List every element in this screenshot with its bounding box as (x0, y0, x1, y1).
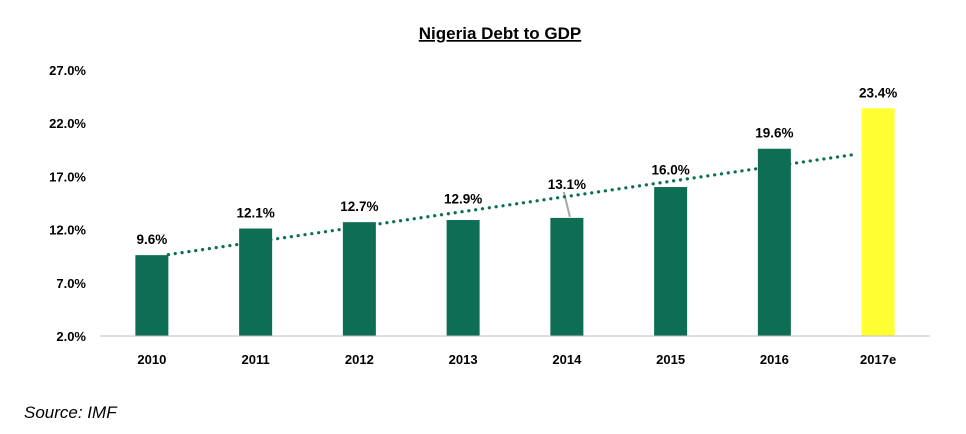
y-tick-label: 2.0% (56, 329, 86, 344)
y-tick-label: 22.0% (49, 116, 86, 131)
x-tick-label: 2011 (242, 352, 270, 367)
bar-2015 (654, 187, 688, 336)
x-tick-label: 2015 (656, 352, 685, 367)
data-label: 16.0% (651, 162, 689, 177)
data-label: 12.9% (444, 191, 482, 206)
x-axis-ticks: 2010 2011 2012 2013 2014 2015 2016 2017e (137, 352, 896, 367)
bars (135, 108, 895, 336)
y-tick-label: 7.0% (56, 276, 86, 291)
y-tick-label: 27.0% (49, 63, 86, 78)
data-label: 23.4% (859, 85, 897, 100)
x-tick-label: 2010 (137, 352, 166, 367)
source-note: Source: IMF (24, 403, 118, 422)
x-tick-label: 2017e (860, 352, 896, 367)
x-tick-label: 2016 (760, 352, 789, 367)
y-axis-ticks: 2.0% 7.0% 12.0% 17.0% 22.0% 27.0% (49, 63, 86, 344)
data-label: 9.6% (136, 232, 167, 247)
data-labels: 9.6% 12.1% 12.7% 12.9% 13.1% 16.0% 19.6% 23.4% (136, 85, 897, 247)
bar-2012 (342, 222, 376, 336)
trendline-line (166, 152, 860, 257)
chart-title: Nigeria Debt to GDP (419, 24, 581, 43)
x-tick-label: 2013 (449, 352, 478, 367)
data-label: 13.1% (548, 177, 586, 192)
data-label: 12.7% (340, 199, 378, 214)
y-tick-label: 17.0% (49, 169, 86, 184)
bar-2014 (550, 217, 584, 336)
trendline (166, 152, 860, 257)
x-tick-label: 2012 (345, 352, 374, 367)
data-label: 12.1% (236, 206, 274, 221)
bar-2013 (446, 220, 480, 336)
y-tick-label: 12.0% (49, 223, 86, 238)
bar-2016 (757, 148, 791, 336)
x-tick-label: 2014 (552, 352, 582, 367)
bar-2017e (861, 108, 895, 336)
bar-2010 (135, 255, 169, 336)
bar-2011 (239, 228, 273, 336)
data-label: 19.6% (755, 126, 793, 141)
